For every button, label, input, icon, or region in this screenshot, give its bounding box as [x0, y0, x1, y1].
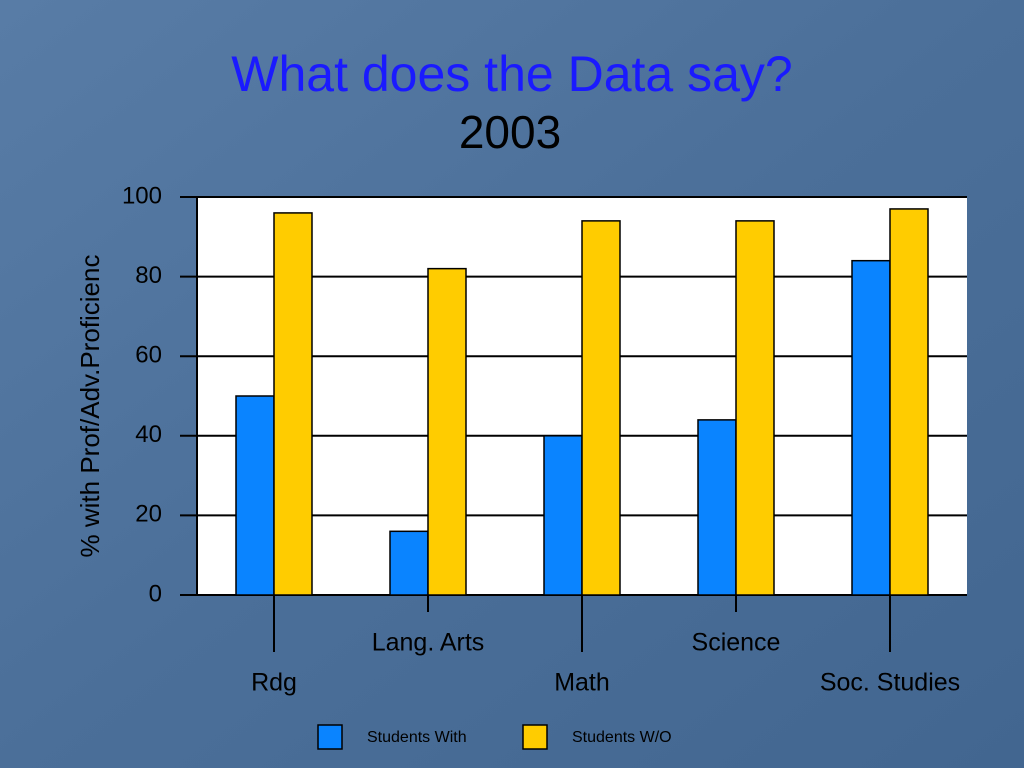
legend-swatch	[522, 724, 548, 750]
bar	[735, 220, 775, 596]
y-tick-label: 60	[135, 342, 162, 369]
bar	[581, 220, 621, 596]
legend-label: Students W/O	[572, 729, 672, 746]
x-tick-label: Science	[692, 629, 781, 657]
x-tick-label: Rdg	[251, 669, 297, 697]
x-tick-label: Soc. Studies	[820, 669, 960, 697]
y-tick-label: 100	[122, 182, 162, 209]
chart-subtitle: 2003	[459, 106, 561, 158]
bar	[273, 212, 313, 596]
bar	[889, 208, 929, 596]
bar	[427, 267, 467, 596]
bar	[389, 530, 429, 596]
y-tick-label: 20	[135, 501, 162, 528]
bar	[851, 259, 891, 596]
y-tick-label: 80	[135, 262, 162, 289]
y-tick-label: 0	[149, 580, 162, 607]
bar	[235, 395, 275, 596]
chart-title: What does the Data say?	[231, 46, 792, 102]
legend-label: Students With	[367, 729, 467, 746]
x-tick-label: Math	[554, 669, 610, 697]
legend-swatch	[317, 724, 343, 750]
y-axis-title: % with Prof/Adv.Proficienc	[75, 255, 105, 558]
bar	[543, 435, 583, 596]
y-tick-label: 40	[135, 421, 162, 448]
bar	[697, 419, 737, 596]
x-tick-label: Lang. Arts	[372, 629, 485, 657]
